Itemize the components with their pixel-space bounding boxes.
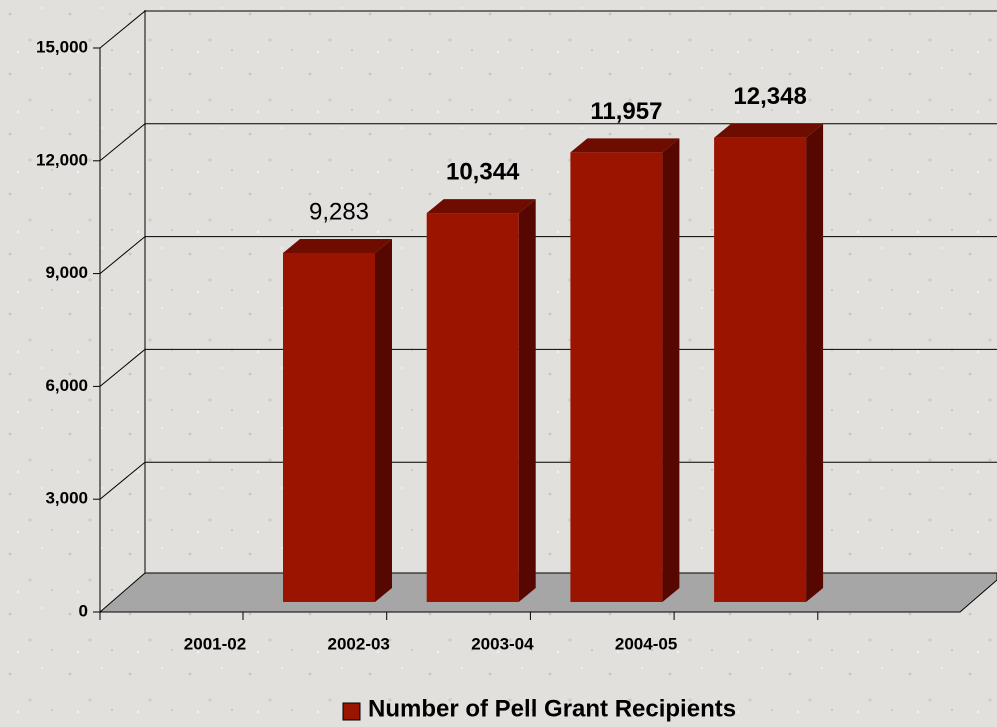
bar-top [283,238,392,253]
x-tick-label: 2002-03 [328,634,390,653]
bar [714,137,807,602]
value-label: 10,344 [446,158,520,185]
bar-top [426,199,536,214]
bar-top [570,138,680,153]
grid-side [99,10,146,49]
bar-side [806,123,824,602]
y-tick-label: 0 [79,601,88,620]
grid-side [99,461,146,500]
value-label: 11,957 [590,98,662,125]
bar-side [662,138,680,602]
grid-side [99,123,146,162]
bar-top [714,123,824,138]
y-tick-label: 12,000 [36,150,88,169]
floor [98,572,997,613]
bar [570,152,663,602]
grid-side [99,349,146,387]
y-tick-label: 15,000 [36,37,88,56]
legend-label: Number of Pell Grant Recipients [368,695,736,722]
grid-side [99,236,146,274]
bar-side [518,199,536,602]
bar [426,213,519,602]
legend-swatch [342,702,361,721]
y-tick-label: 9,000 [45,263,88,282]
bar [283,252,375,602]
x-tick-label: 2001-02 [184,634,246,653]
value-label: 9,283 [309,198,369,225]
bar-side [375,238,392,602]
y-tick-label: 6,000 [45,376,88,395]
value-label: 12,348 [733,83,806,110]
x-tick-label: 2004-05 [615,634,677,653]
x-tick-label: 2003-04 [471,634,534,653]
y-tick-label: 3,000 [45,489,88,508]
